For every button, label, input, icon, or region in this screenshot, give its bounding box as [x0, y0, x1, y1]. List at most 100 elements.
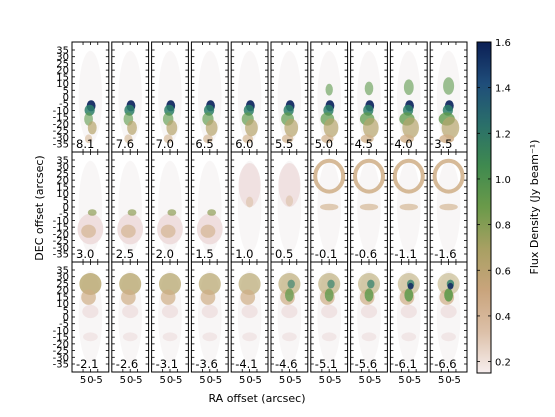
emission-blob [444, 288, 454, 302]
panel-image [198, 270, 222, 364]
y-tick-label: -5 [59, 99, 69, 110]
emission-blob [84, 134, 93, 144]
emission-blob [359, 203, 379, 211]
emission-blob [400, 304, 417, 319]
x-tick-label: 0 [246, 375, 252, 386]
colorbar-tick-label: 0.2 [495, 358, 511, 369]
emission-blob [399, 203, 418, 211]
emission-blob [327, 279, 335, 289]
emission-blob [324, 288, 334, 302]
panel-image [436, 270, 461, 364]
emission-blob [282, 332, 297, 342]
x-tick-label: 0 [406, 375, 412, 386]
emission-blob [127, 209, 137, 216]
y-tick-label: 10 [56, 79, 69, 90]
panel-image [397, 270, 421, 364]
velocity-label: -4.6 [275, 357, 297, 371]
panel-image [77, 160, 104, 254]
emission-blob [122, 304, 139, 319]
panel-image [118, 270, 142, 364]
emission-blob [401, 332, 417, 342]
emission-blob [122, 332, 138, 342]
panel-image [158, 270, 182, 364]
emission-blob [242, 332, 257, 342]
velocity-label: 2.5 [116, 247, 134, 261]
y-tick-label: -20 [53, 119, 69, 130]
emission-blob [284, 118, 299, 137]
y-tick-label: 0 [63, 203, 69, 214]
channel-panel: -6.1 [389, 261, 428, 373]
velocity-label: 6.5 [195, 137, 213, 151]
channel-panel: 1.5 [190, 151, 229, 263]
y-tick-label: -30 [53, 353, 69, 364]
y-tick-label: 30 [56, 272, 69, 283]
velocity-label: 3.5 [434, 137, 452, 151]
emission-ring [392, 158, 425, 194]
channel-panel: -3.1 [151, 261, 189, 373]
panel-image [313, 158, 346, 254]
channel-panel: 4.5 [350, 41, 388, 153]
colorbar-gradient [476, 41, 492, 374]
x-tick-label: 5 [80, 375, 86, 386]
panel-image [196, 160, 223, 254]
y-tick-label: -25 [53, 126, 69, 137]
y-tick-label: 10 [56, 189, 69, 200]
emission-blob [362, 117, 379, 138]
channel-panel: -6.6 [429, 261, 468, 373]
emission-blob [402, 117, 419, 139]
x-tick-label: 5 [398, 375, 404, 386]
y-tick-label: 25 [56, 169, 69, 180]
emission-blob [87, 209, 97, 216]
emission-blob [161, 304, 179, 319]
panel-image [397, 50, 421, 144]
x-tick-label: -5 [252, 375, 262, 386]
colorbar: 0.2 0.4 0.6 0.8 1.0 1.2 1.4 1.6 Flux Density (J… [476, 38, 541, 374]
x-tick-label: -5 [172, 375, 182, 386]
emission-blob [201, 304, 218, 319]
y-tick-label: 15 [56, 182, 69, 193]
x-tick-label: 0 [326, 375, 332, 386]
y-tick-label: -5 [59, 319, 69, 330]
channel-panel: 5.5 [270, 41, 309, 153]
velocity-label: -6.1 [394, 357, 416, 371]
channel-panel: 1.0 [230, 151, 269, 263]
emission-blob [400, 134, 414, 144]
x-tick-label: 5 [120, 375, 126, 386]
emission-blob [121, 289, 136, 305]
emission-blob [121, 224, 136, 238]
emission-blob [87, 121, 97, 135]
channel-panel: 2.5 [111, 151, 150, 263]
y-tick-label: 20 [56, 176, 69, 187]
emission-blob [325, 83, 333, 96]
y-tick-label: -10 [53, 216, 69, 227]
emission-blob [404, 288, 414, 302]
channel-panel: -1.6 [429, 151, 468, 263]
y-tick-label: 5 [63, 306, 69, 317]
y-tick-label: -5 [59, 209, 69, 220]
emission-blob [202, 332, 218, 342]
velocity-label: 8.1 [76, 137, 94, 151]
emission-blob [360, 304, 378, 319]
y-tick-labels: 35302520151050-5-10-15-20-25-30-35353025… [53, 46, 69, 371]
colorbar-label: Flux Density (Jy beam⁻¹) [528, 140, 541, 275]
panel-image [237, 270, 262, 364]
panel-image [432, 158, 465, 254]
y-tick-label: -15 [53, 333, 69, 344]
y-tick-label: -35 [53, 140, 69, 151]
velocity-label: 4.0 [394, 137, 412, 151]
colorbar-tick-label: 0.4 [495, 312, 511, 323]
emission-ring [432, 158, 465, 194]
emission-blob [203, 134, 213, 144]
velocity-label: -5.6 [355, 357, 377, 371]
emission-blob [439, 203, 458, 211]
emission-blob [440, 304, 457, 319]
emission-blob [167, 209, 177, 216]
panel-image [158, 50, 182, 144]
emission-ring [353, 158, 385, 194]
y-tick-label: -30 [53, 133, 69, 144]
emission-blob [158, 273, 182, 295]
colorbar-tick-label: 0.8 [495, 221, 511, 232]
emission-blob [162, 332, 178, 342]
y-tick-label: -10 [53, 106, 69, 117]
y-tick-label: 30 [56, 162, 69, 173]
